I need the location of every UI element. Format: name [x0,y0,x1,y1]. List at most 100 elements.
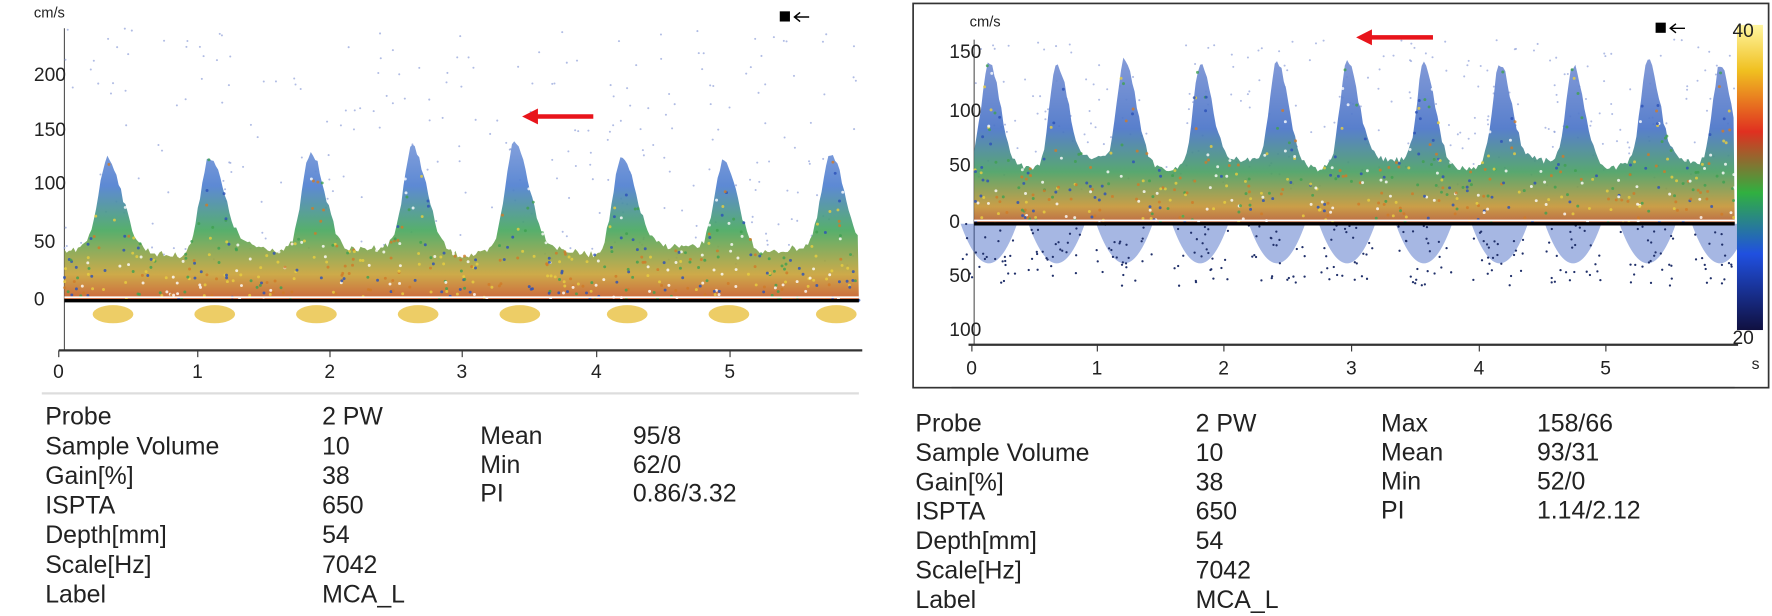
speckle [379,57,382,60]
x-tick-label: 0 [966,359,977,380]
speckle [1474,132,1477,135]
spectrum-speckle [498,258,502,262]
spectrum-speckle [1314,186,1318,190]
speckle [261,231,264,234]
spectrum-speckle [1042,210,1046,214]
reverse-speckle [1730,265,1733,268]
red-arrow-head [522,108,538,125]
speckle [764,83,767,86]
spectrum-speckle [1626,199,1630,203]
spectrum-speckle [707,241,711,245]
spectrum-speckle [717,293,721,297]
reverse-speckle [1365,277,1369,280]
spectrum-speckle [1529,185,1533,188]
speckle [1366,76,1370,79]
spectrum-speckle [1228,159,1232,163]
speckle [116,46,119,49]
speckle [768,160,771,163]
speckle [89,68,92,71]
speckle [1708,50,1711,53]
reverse-speckle [1437,240,1441,244]
speckle [228,161,231,164]
speckle [1547,127,1550,131]
speckle [1685,97,1688,100]
spectrum-speckle [643,247,647,251]
spectrum-speckle [1145,152,1149,156]
spectrum-speckle [346,251,350,255]
speckle [1584,97,1587,101]
speckle [629,104,632,107]
reverse-flow [960,223,1018,264]
speckle [435,219,438,223]
spectrum-speckle [311,206,315,210]
spectrum-speckle [1223,200,1227,204]
speckle [854,79,857,82]
speckle [1333,121,1336,124]
spectrum-speckle [658,280,661,284]
spectrum-speckle [375,248,379,252]
spectrum-speckle [1656,104,1660,107]
spectrum-speckle [679,260,683,263]
spectrum-speckle [1397,161,1401,165]
spectrum-speckle [700,253,704,257]
speckle [294,83,297,86]
speckle [852,76,855,79]
info-value: 1.14/2.12 [1537,497,1641,525]
reverse-speckle [1203,225,1207,229]
speckle [1449,144,1452,147]
speckle [445,81,448,84]
spectrum-speckle [334,292,338,296]
speckle [186,39,189,42]
spectrum-speckle [1508,138,1512,142]
spectrum-speckle [1382,175,1386,179]
reverse-speckle [1258,225,1261,228]
spectrum-speckle [1367,198,1371,202]
speckle [617,40,621,43]
speckle [1665,122,1668,125]
speckle [1424,52,1427,55]
spectrum-speckle [1565,125,1569,129]
spectrum-speckle [205,203,209,207]
spectrum-speckle [1709,153,1713,157]
spectrum-speckle [838,237,842,241]
spectrum-speckle [1283,120,1287,124]
spectrum-speckle [499,282,503,286]
spectrum-speckle [1447,164,1451,168]
speckle [754,189,757,192]
reverse-speckle [1636,227,1639,231]
spectrum-speckle [1421,160,1425,164]
speckle [575,59,579,62]
reverse-speckle [1036,228,1040,232]
speckle [591,178,594,181]
reverse-speckle [1220,266,1223,270]
speckle [1138,99,1141,102]
speckle [754,37,757,40]
speckle [696,30,699,33]
speckle [1456,133,1459,136]
speckle [274,80,277,83]
spectrum-speckle [643,260,647,264]
speckle [1230,93,1233,96]
spectrum-speckle [1131,112,1134,116]
spectrum-speckle [1428,143,1432,147]
reverse-speckle [1425,237,1428,240]
spectrum-speckle [215,277,218,281]
spectrum-speckle [1361,181,1365,185]
spectrum-speckle [1432,157,1436,161]
spectrum-speckle [1635,185,1639,189]
spectrum-speckle [656,268,660,272]
speckle [378,126,381,129]
spectrum-speckle [1655,109,1659,113]
spectrum-speckle [199,285,202,289]
reverse-speckle [1051,274,1054,277]
spectrum-speckle [1435,152,1438,156]
spectrum-speckle [1486,194,1490,198]
spectrum-speckle [686,286,690,290]
spectrum-speckle [1423,194,1427,198]
spectrum-speckle [845,279,849,283]
info-key: Gain[%] [915,468,1003,496]
spectrum-speckle [1399,209,1403,213]
speckle [456,56,459,59]
spectrum-speckle [774,283,778,287]
speckle [151,246,154,249]
